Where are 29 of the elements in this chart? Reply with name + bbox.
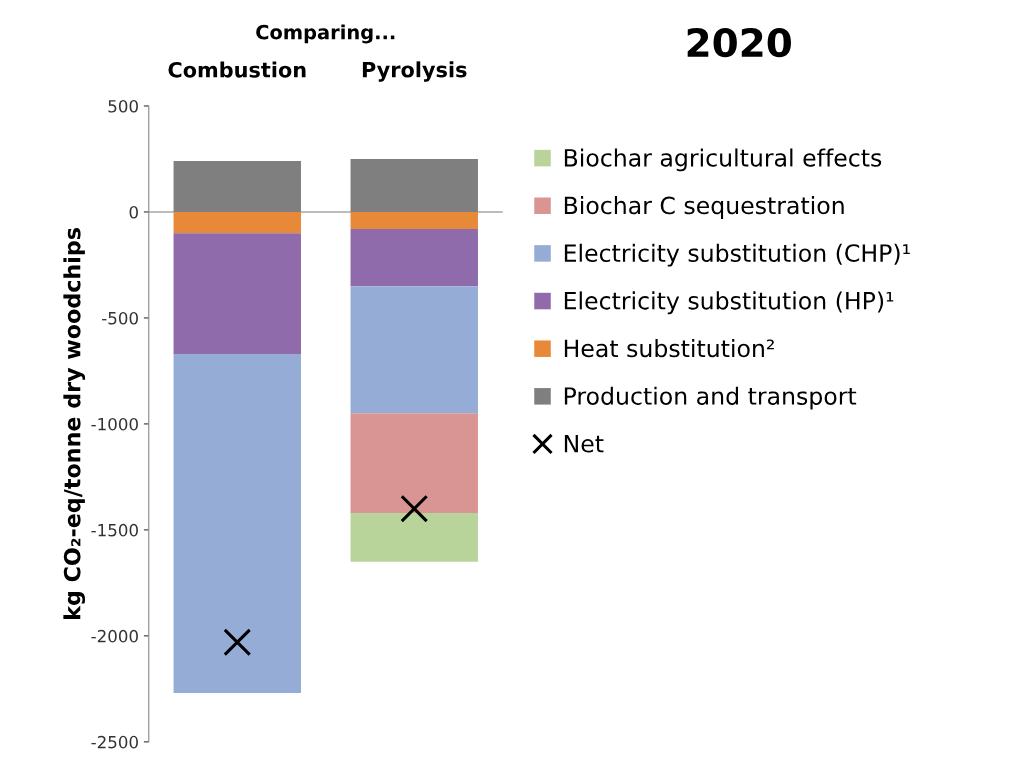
legend-label: Electricity substitution (HP)¹ [564,291,894,315]
text: 2020 [687,27,791,58]
bar [173,353,301,694]
y-tick-label: -2500 [91,735,138,749]
bar [173,211,301,234]
text: Comparing... [256,24,395,44]
bar [350,158,478,212]
y-tick-label: -1000 [91,417,138,431]
y-axis-title: kg CO₂-eq/tonne dry woodchips [63,228,86,619]
y-tick-label: -2000 [91,629,138,643]
y-tick-label: 500 [108,99,138,113]
bar [173,233,301,354]
y-tick-label: -1500 [91,523,138,537]
legend-label: Electricity substitution (CHP)¹ [564,243,910,267]
bar [350,211,478,229]
bar [350,228,478,287]
legend-label: Biochar agricultural effects [564,148,882,172]
legend-label: Net [564,435,604,453]
legend-label: Biochar C sequestration [564,196,844,219]
x-tick-label: Combustion [168,61,306,78]
bar [350,512,478,562]
bar [173,161,301,212]
bar [350,286,478,414]
legend-label: Heat substitution² [564,339,774,358]
y-tick-label: 0 [129,205,138,219]
y-tick-label: -500 [102,311,138,325]
legend-label: Production and transport [564,386,857,410]
bar [350,413,478,513]
x-tick-label: Pyrolysis [362,61,467,82]
